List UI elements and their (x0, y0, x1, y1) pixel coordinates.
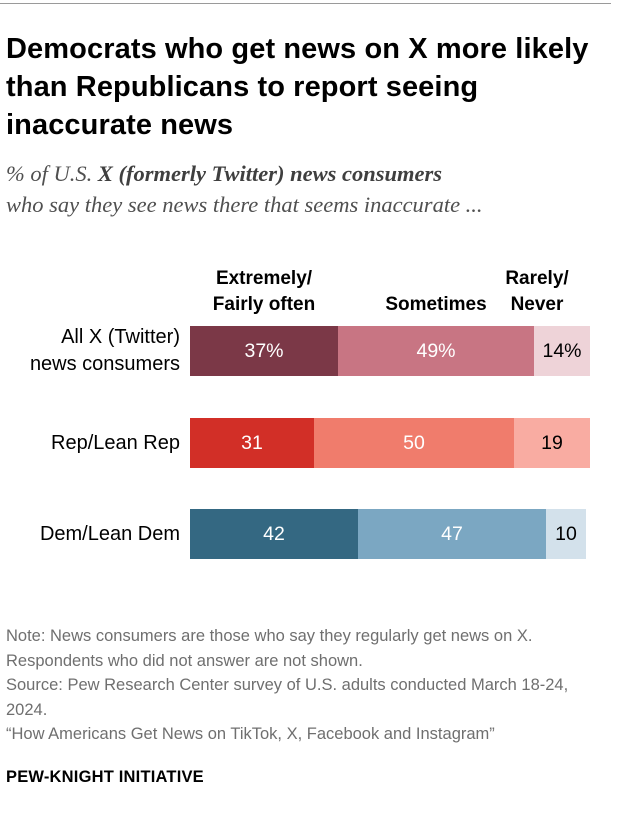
bar-segment-r1-s3: 14% (534, 326, 590, 376)
bar-segment-r2-s1: 31 (190, 418, 314, 468)
data-label: 19 (541, 431, 563, 454)
data-label: 37% (244, 339, 284, 362)
row-label-line: news consumers (29, 353, 180, 375)
bar-segment-r1-s1: 37% (190, 326, 338, 376)
note-text: Note: News consumers are those who say t… (6, 627, 533, 670)
data-label: 42 (263, 522, 285, 545)
column-header-1: Extremely/Fairly often (189, 266, 339, 318)
column-header-line: Sometimes (385, 294, 487, 315)
subtitle-pre: % of U.S. (6, 161, 98, 186)
chart-notes: Note: News consumers are those who say t… (6, 624, 612, 747)
bar-segment-r3-s3: 10 (546, 509, 586, 559)
bar-segment-r3-s2: 47 (358, 509, 546, 559)
data-label: 50 (403, 431, 425, 454)
brand-logo-text: PEW-KNIGHT INITIATIVE (6, 768, 204, 786)
bar-segment-r2-s3: 19 (514, 418, 590, 468)
row-label-line: Dem/Lean Dem (39, 522, 180, 545)
column-header-line: Fairly often (212, 294, 316, 315)
data-label: 47 (441, 522, 463, 545)
bar-segment-r1-s2: 49% (338, 326, 534, 376)
column-header-line: Rarely/ (505, 268, 569, 289)
top-rule (0, 3, 611, 4)
report-title: “How Americans Get News on TikTok, X, Fa… (6, 725, 495, 743)
data-label: 14% (542, 339, 582, 362)
row-label-3: Dem/Lean Dem (0, 521, 180, 548)
row-label-2: Rep/Lean Rep (0, 430, 180, 457)
column-header-line: Extremely/ (215, 268, 313, 289)
bar-segment-r3-s1: 42 (190, 509, 358, 559)
column-header-3: Rarely/Never (462, 266, 612, 318)
chart-subtitle: % of U.S. X (formerly Twitter) news cons… (6, 158, 612, 220)
row-label-line: Rep/Lean Rep (51, 431, 180, 454)
data-label: 49% (416, 339, 456, 362)
chart-title: Democrats who get news on X more likely … (6, 33, 589, 141)
subtitle-post: who say they see news there that seems i… (6, 192, 483, 217)
source-text: Source: Pew Research Center survey of U.… (6, 676, 569, 719)
column-header-2: Sometimes (361, 292, 511, 318)
data-label: 10 (555, 522, 577, 545)
column-header-line: Never (510, 294, 564, 315)
data-label: 31 (241, 431, 263, 454)
row-label-1: All X (Twitter) news consumers (0, 324, 180, 378)
bar-segment-r2-s2: 50 (314, 418, 514, 468)
row-label-line: All X (Twitter) (61, 326, 180, 348)
subtitle-bold: X (formerly Twitter) news consumers (97, 161, 443, 186)
